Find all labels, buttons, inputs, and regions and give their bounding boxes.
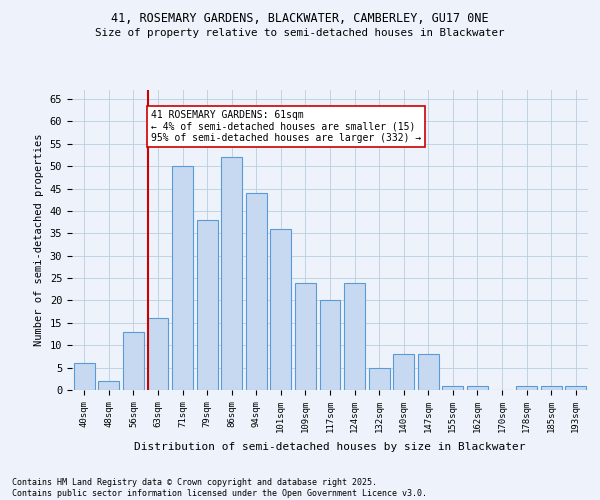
Bar <box>344 282 365 390</box>
Bar <box>565 386 586 390</box>
Bar <box>246 193 267 390</box>
Bar <box>148 318 169 390</box>
Text: Size of property relative to semi-detached houses in Blackwater: Size of property relative to semi-detach… <box>95 28 505 38</box>
Bar <box>418 354 439 390</box>
Bar <box>541 386 562 390</box>
Y-axis label: Number of semi-detached properties: Number of semi-detached properties <box>34 134 44 346</box>
Bar <box>98 381 119 390</box>
Bar <box>172 166 193 390</box>
Text: Distribution of semi-detached houses by size in Blackwater: Distribution of semi-detached houses by … <box>134 442 526 452</box>
Bar <box>221 157 242 390</box>
Bar <box>295 282 316 390</box>
Bar <box>368 368 389 390</box>
Text: 41 ROSEMARY GARDENS: 61sqm
← 4% of semi-detached houses are smaller (15)
95% of : 41 ROSEMARY GARDENS: 61sqm ← 4% of semi-… <box>151 110 421 144</box>
Bar <box>467 386 488 390</box>
Bar <box>393 354 414 390</box>
Text: Contains HM Land Registry data © Crown copyright and database right 2025.
Contai: Contains HM Land Registry data © Crown c… <box>12 478 427 498</box>
Bar <box>320 300 340 390</box>
Bar <box>516 386 537 390</box>
Bar <box>442 386 463 390</box>
Bar <box>74 363 95 390</box>
Bar <box>123 332 144 390</box>
Bar <box>197 220 218 390</box>
Bar <box>271 229 292 390</box>
Text: 41, ROSEMARY GARDENS, BLACKWATER, CAMBERLEY, GU17 0NE: 41, ROSEMARY GARDENS, BLACKWATER, CAMBER… <box>111 12 489 26</box>
